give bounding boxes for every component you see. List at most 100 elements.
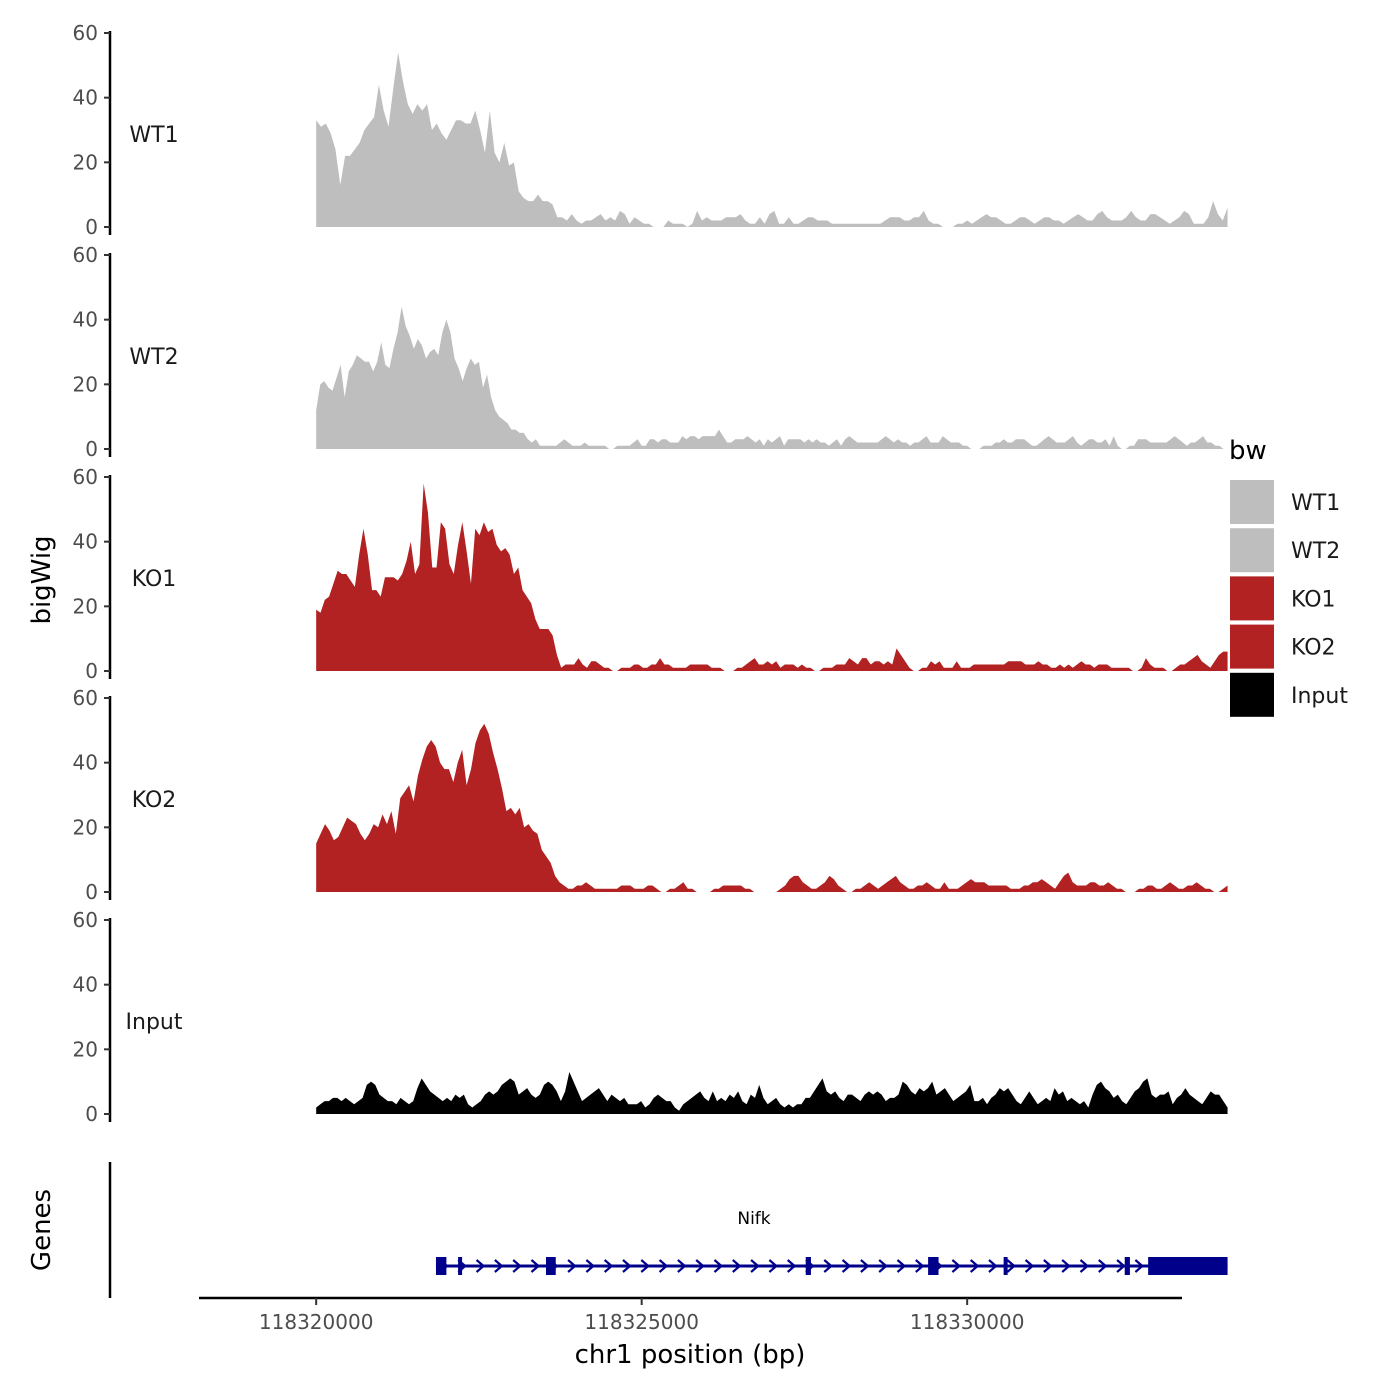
track-ko1-area xyxy=(316,483,1228,671)
gene-exon xyxy=(928,1257,939,1275)
legend-label-input: Input xyxy=(1291,684,1348,709)
gene-exon xyxy=(805,1257,811,1275)
legend-key-ko2 xyxy=(1230,624,1274,669)
strand-arrow xyxy=(768,1259,779,1273)
y-tick-label: 0 xyxy=(85,880,98,904)
gene-exon xyxy=(1124,1257,1130,1275)
legend-label-wt1: WT1 xyxy=(1291,491,1340,516)
y-tick-label: 40 xyxy=(73,86,98,110)
strand-arrow xyxy=(603,1259,614,1273)
legend-key-wt1 xyxy=(1230,480,1274,524)
strand-arrow xyxy=(1079,1259,1090,1273)
strand-arrow xyxy=(732,1259,742,1273)
strand-arrow xyxy=(1024,1259,1035,1273)
y-tick-label: 20 xyxy=(73,372,98,396)
track-wt1: 0 20 40 60 WT1 xyxy=(73,21,1228,239)
gene-exon xyxy=(1003,1257,1008,1275)
strand-arrow xyxy=(915,1259,925,1273)
y-tick-label: 20 xyxy=(73,1037,98,1061)
x-axis-title: chr1 position (bp) xyxy=(575,1340,806,1370)
strand-arrow xyxy=(1098,1259,1108,1273)
y-tick-label: 60 xyxy=(73,21,98,45)
strand-arrow xyxy=(640,1259,650,1273)
gene-label: Nifk xyxy=(737,1209,770,1229)
y-tick-label: 20 xyxy=(73,594,98,618)
strand-arrow xyxy=(988,1259,998,1273)
gene-exon xyxy=(545,1257,556,1275)
strand-arrow xyxy=(1061,1259,1071,1273)
track-label-wt1: WT1 xyxy=(129,123,178,148)
y-tick-label: 0 xyxy=(85,437,98,461)
track-label-ko1: KO1 xyxy=(132,567,177,592)
legend-key-input xyxy=(1230,672,1274,717)
y-tick-label: 60 xyxy=(73,908,98,932)
strand-arrow xyxy=(494,1259,504,1273)
legend-key-wt2 xyxy=(1230,528,1274,573)
strand-arrow xyxy=(823,1259,833,1273)
strand-arrow xyxy=(658,1259,669,1273)
strand-arrow xyxy=(567,1259,577,1273)
gene-model xyxy=(435,1257,1228,1275)
legend: bw WT1 WT2 KO1 KO2 Input xyxy=(1229,436,1348,717)
gene-exon xyxy=(435,1257,447,1275)
legend-entries: WT1 WT2 KO1 KO2 Input xyxy=(1230,480,1348,717)
y-tick-label: 40 xyxy=(73,308,98,332)
strand-arrow xyxy=(530,1259,541,1273)
strand-arrow xyxy=(585,1259,596,1273)
y-tick-label: 0 xyxy=(85,1102,98,1126)
y-tick-label: 40 xyxy=(73,751,98,775)
strand-arrow xyxy=(841,1259,852,1273)
legend-label-wt2: WT2 xyxy=(1291,539,1340,564)
strand-arrow xyxy=(969,1259,980,1273)
strand-arrow xyxy=(677,1259,687,1273)
strand-arrow xyxy=(860,1259,870,1273)
strand-arrow xyxy=(750,1259,760,1273)
track-input: 0 20 40 60 Input xyxy=(73,908,1228,1126)
legend-label-ko1: KO1 xyxy=(1291,587,1336,612)
legend-key-ko1 xyxy=(1230,576,1274,621)
strand-arrow xyxy=(1043,1259,1053,1273)
strand-arrow xyxy=(1116,1259,1126,1273)
strand-arrow xyxy=(475,1259,486,1273)
gene-exon xyxy=(1148,1257,1228,1275)
strand-arrow xyxy=(896,1259,907,1273)
strand-arrow xyxy=(622,1259,632,1273)
y-tick-label: 40 xyxy=(73,973,98,997)
track-label-input: Input xyxy=(126,1010,183,1035)
y-axis-title: bigWig xyxy=(27,535,57,624)
y-tick-label: 60 xyxy=(73,686,98,710)
strand-arrow xyxy=(951,1259,962,1273)
signal-tracks: 0 20 40 60 WT1 0 20 40 60 WT2 0 20 40 60 KO1 0 20 40 60 KO2… xyxy=(73,21,1228,1126)
genes-panel: Genes Nifk xyxy=(27,1162,1228,1298)
strand-arrow xyxy=(1134,1259,1145,1273)
x-tick-label: 118320000 xyxy=(259,1310,374,1334)
track-wt1-area xyxy=(316,52,1228,228)
legend-title: bw xyxy=(1229,436,1267,466)
gene-exon xyxy=(458,1257,463,1275)
genes-axis-title: Genes xyxy=(27,1189,57,1271)
strand-arrow xyxy=(695,1259,705,1273)
y-tick-label: 0 xyxy=(85,659,98,683)
strand-arrow xyxy=(713,1259,724,1273)
legend-label-ko2: KO2 xyxy=(1291,636,1336,661)
y-tick-label: 40 xyxy=(73,530,98,554)
y-tick-label: 0 xyxy=(85,215,98,239)
track-ko2-area xyxy=(316,723,1228,892)
y-tick-label: 20 xyxy=(73,815,98,839)
x-tick-label: 118325000 xyxy=(584,1310,699,1334)
track-input-area xyxy=(316,1071,1228,1114)
strand-arrow xyxy=(786,1259,797,1273)
track-ko2: 0 20 40 60 KO2 xyxy=(73,686,1228,904)
strand-arrow xyxy=(1006,1259,1016,1273)
x-tick-label: 118330000 xyxy=(910,1310,1025,1334)
y-tick-label: 60 xyxy=(73,243,98,267)
x-axis: 118320000 118325000 118330000 chr1 positio… xyxy=(199,1296,1182,1370)
strand-arrow xyxy=(878,1259,888,1273)
strand-arrow xyxy=(512,1259,522,1273)
y-tick-label: 60 xyxy=(73,465,98,489)
track-label-ko2: KO2 xyxy=(132,788,177,813)
track-ko1: 0 20 40 60 KO1 xyxy=(73,465,1228,683)
x-ticks: 118320000 118325000 118330000 xyxy=(259,1298,1025,1334)
y-tick-label: 20 xyxy=(73,150,98,174)
